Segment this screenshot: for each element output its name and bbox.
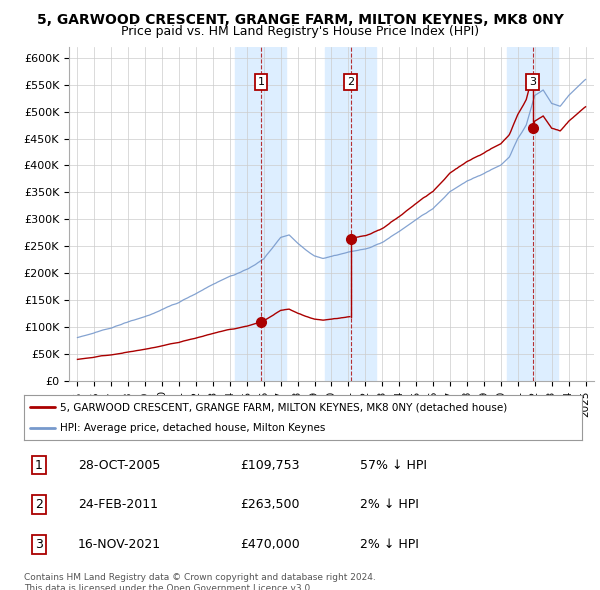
Text: 3: 3 — [35, 537, 43, 551]
Text: 2: 2 — [347, 77, 355, 87]
Text: Price paid vs. HM Land Registry's House Price Index (HPI): Price paid vs. HM Land Registry's House … — [121, 25, 479, 38]
Text: 57% ↓ HPI: 57% ↓ HPI — [360, 458, 427, 472]
Text: 16-NOV-2021: 16-NOV-2021 — [78, 537, 161, 551]
Text: Contains HM Land Registry data © Crown copyright and database right 2024.
This d: Contains HM Land Registry data © Crown c… — [24, 573, 376, 590]
Text: 5, GARWOOD CRESCENT, GRANGE FARM, MILTON KEYNES, MK8 0NY: 5, GARWOOD CRESCENT, GRANGE FARM, MILTON… — [37, 13, 563, 27]
Bar — [325, 47, 376, 381]
Text: 24-FEB-2011: 24-FEB-2011 — [78, 498, 158, 512]
Text: 2: 2 — [35, 498, 43, 512]
Text: HPI: Average price, detached house, Milton Keynes: HPI: Average price, detached house, Milt… — [60, 422, 326, 432]
Text: 2% ↓ HPI: 2% ↓ HPI — [360, 537, 419, 551]
Bar — [507, 47, 558, 381]
Text: £263,500: £263,500 — [240, 498, 299, 512]
Text: 1: 1 — [35, 458, 43, 472]
Text: 5, GARWOOD CRESCENT, GRANGE FARM, MILTON KEYNES, MK8 0NY (detached house): 5, GARWOOD CRESCENT, GRANGE FARM, MILTON… — [60, 402, 508, 412]
Text: 3: 3 — [529, 77, 536, 87]
Text: 2% ↓ HPI: 2% ↓ HPI — [360, 498, 419, 512]
Text: 1: 1 — [257, 77, 265, 87]
Bar — [235, 47, 286, 381]
Text: £109,753: £109,753 — [240, 458, 299, 472]
Text: £470,000: £470,000 — [240, 537, 300, 551]
Text: 28-OCT-2005: 28-OCT-2005 — [78, 458, 160, 472]
